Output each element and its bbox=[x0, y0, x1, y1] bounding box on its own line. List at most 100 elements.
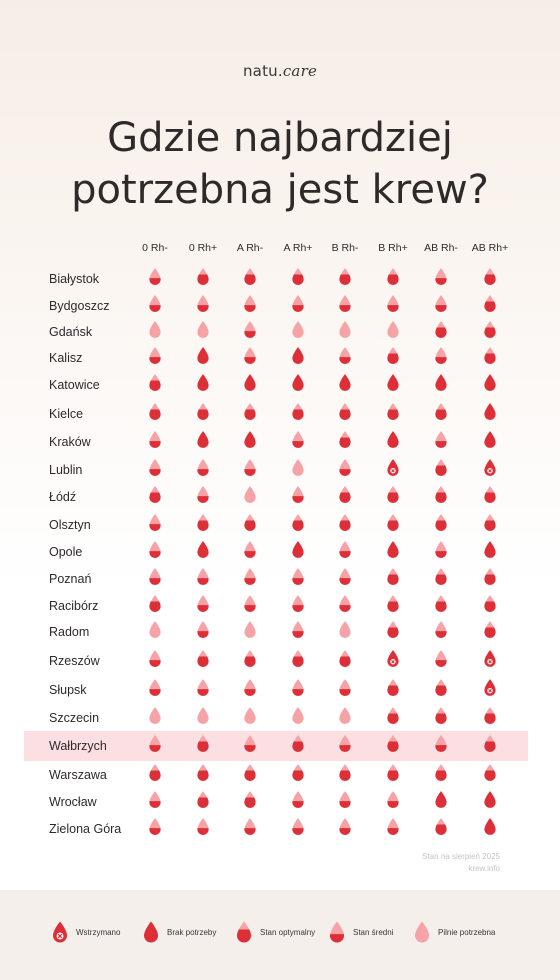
blood-drop-cell bbox=[433, 458, 449, 482]
blood-drop-icon bbox=[292, 431, 304, 448]
blood-drop-icon bbox=[197, 514, 209, 531]
blood-drop-icon bbox=[149, 650, 161, 667]
blood-drop-icon bbox=[435, 321, 447, 338]
blood-drop-cell bbox=[433, 620, 449, 644]
blood-drop-cell bbox=[195, 485, 211, 509]
blood-drop-icon bbox=[244, 818, 256, 835]
blood-drop-icon bbox=[149, 791, 161, 808]
blood-drop-icon bbox=[339, 679, 351, 696]
blood-drop-cell bbox=[195, 430, 211, 454]
blood-drop-icon bbox=[387, 403, 399, 420]
blood-drop-cell bbox=[433, 373, 449, 397]
blood-drop-icon bbox=[292, 295, 304, 312]
blood-drop-cell bbox=[385, 458, 401, 482]
legend-label: Brak potrzeby bbox=[167, 927, 217, 937]
blood-drop-cell bbox=[337, 817, 353, 841]
blood-drop-cell bbox=[290, 763, 306, 787]
blood-drop-icon bbox=[339, 321, 351, 338]
blood-drop-cell bbox=[337, 267, 353, 291]
blood-drop-icon bbox=[435, 486, 447, 503]
blood-drop-cell bbox=[147, 649, 163, 673]
blood-drop-cell bbox=[242, 567, 258, 591]
blood-drop-cell bbox=[482, 734, 498, 758]
blood-drop-cell bbox=[242, 817, 258, 841]
footnote-date: Stan na sierpień 2025 bbox=[422, 852, 500, 861]
blood-drop-cell bbox=[433, 594, 449, 618]
blood-drop-icon bbox=[387, 818, 399, 835]
column-header: 0 Rh- bbox=[142, 242, 168, 254]
blood-drop-icon bbox=[339, 568, 351, 585]
blood-drop-cell bbox=[433, 678, 449, 702]
blood-drop-cell bbox=[195, 402, 211, 426]
blood-drop-icon bbox=[149, 679, 161, 696]
blood-drop-icon bbox=[149, 514, 161, 531]
blood-drop-cell bbox=[195, 620, 211, 644]
blood-drop-cell bbox=[385, 402, 401, 426]
blood-drop-cell bbox=[433, 734, 449, 758]
brand-logo: natu.care bbox=[0, 62, 560, 80]
blood-drop-cell bbox=[290, 734, 306, 758]
blood-drop-icon bbox=[435, 459, 447, 476]
blood-drop-cell bbox=[385, 706, 401, 730]
brand-suffix: care bbox=[282, 62, 318, 80]
blood-drop-cell bbox=[337, 430, 353, 454]
blood-drop-icon bbox=[197, 268, 209, 285]
blood-drop-icon bbox=[197, 568, 209, 585]
blood-drop-icon bbox=[292, 818, 304, 835]
blood-drop-cell bbox=[482, 763, 498, 787]
city-label: Radom bbox=[49, 625, 90, 639]
city-label: Kielce bbox=[49, 407, 84, 421]
blood-drop-cell bbox=[290, 402, 306, 426]
blood-drop-cell bbox=[147, 594, 163, 618]
city-label: Kraków bbox=[49, 435, 91, 449]
blood-drop-icon bbox=[197, 486, 209, 503]
blood-drop-icon bbox=[244, 295, 256, 312]
page-title: Gdzie najbardziej potrzebna jest krew? bbox=[0, 112, 560, 216]
blood-drop-cell bbox=[482, 402, 498, 426]
blood-drop-icon bbox=[484, 514, 496, 531]
blood-drop-icon bbox=[339, 541, 351, 558]
blood-drop-cell bbox=[290, 620, 306, 644]
blood-drop-icon bbox=[292, 595, 304, 612]
blood-drop-cell bbox=[290, 540, 306, 564]
city-label: Białystok bbox=[49, 272, 100, 286]
blood-drop-icon bbox=[435, 514, 447, 531]
blood-drop-icon bbox=[244, 403, 256, 420]
blood-drop-icon bbox=[387, 621, 399, 638]
city-label: Wrocław bbox=[49, 795, 97, 809]
blood-drop-cell bbox=[195, 373, 211, 397]
blood-drop-cell bbox=[290, 458, 306, 482]
blood-drop-cell bbox=[242, 706, 258, 730]
blood-drop-cell bbox=[242, 620, 258, 644]
blood-drop-icon bbox=[435, 295, 447, 312]
blood-drop-icon bbox=[339, 595, 351, 612]
city-label: Rzeszów bbox=[49, 654, 100, 668]
blood-drop-cell bbox=[433, 320, 449, 344]
blood-drop-cell bbox=[242, 763, 258, 787]
blood-drop-icon bbox=[484, 595, 496, 612]
blood-drop-icon bbox=[292, 321, 304, 338]
blood-drop-icon bbox=[339, 295, 351, 312]
blood-drop-cell bbox=[290, 817, 306, 841]
blood-drop-icon bbox=[339, 621, 351, 638]
blood-drop-cell bbox=[195, 763, 211, 787]
blood-drop-icon bbox=[387, 764, 399, 781]
blood-drop-icon bbox=[292, 459, 304, 476]
blood-drop-cell bbox=[242, 346, 258, 370]
blood-drop-cell bbox=[385, 734, 401, 758]
blood-drop-icon bbox=[387, 486, 399, 503]
blood-drop-cell bbox=[337, 620, 353, 644]
blood-drop-icon bbox=[244, 568, 256, 585]
blood-drop-cell bbox=[147, 373, 163, 397]
blood-drop-icon bbox=[244, 268, 256, 285]
blood-drop-cell bbox=[385, 513, 401, 537]
blood-drop-cell bbox=[385, 294, 401, 318]
blood-drop-icon bbox=[149, 403, 161, 420]
blood-drop-icon bbox=[197, 347, 209, 364]
city-label: Łódź bbox=[49, 490, 77, 504]
blood-drop-icon bbox=[339, 403, 351, 420]
blood-drop-icon bbox=[197, 707, 209, 724]
blood-drop-cell bbox=[482, 817, 498, 841]
blood-drop-icon bbox=[244, 374, 256, 391]
legend-drop-icon bbox=[415, 921, 429, 943]
